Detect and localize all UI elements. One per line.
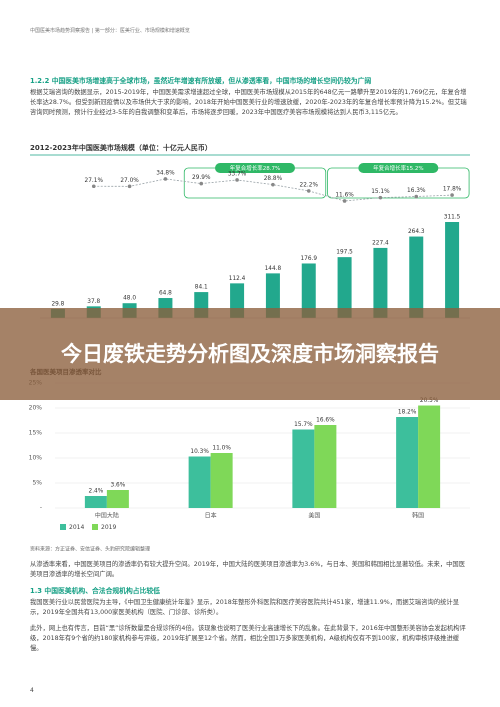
bar-label: 311.5: [444, 215, 461, 221]
legend-label: 2014: [69, 524, 84, 531]
x-tick-label: 中国大陆: [95, 512, 119, 520]
bar-label: 112.4: [229, 276, 246, 282]
section-heading: 1.2.2 中国医美市场增速高于全球市场，虽然近年增速有所放缓，但从渗透率看，中…: [30, 77, 372, 85]
bar-label: 144.8: [265, 266, 282, 272]
annotation-text: 年复合增长率28.7%: [230, 164, 280, 172]
bar: [188, 456, 211, 508]
annotation-tab: [358, 163, 439, 173]
bar-label: 29.8: [51, 301, 64, 307]
bar-label: 20.5%: [420, 398, 439, 404]
bar-label: 48.0: [123, 296, 136, 302]
bar-label: 197.5: [336, 250, 353, 256]
banner-title: 今日废铁走势分析图及深度市场洞察报告: [61, 342, 439, 366]
bar: [84, 496, 107, 508]
bar: [265, 273, 280, 318]
x-tick-label: 美国: [308, 512, 320, 520]
growth-label: 15.1%: [371, 189, 390, 195]
y-tick-label: 20%: [29, 405, 43, 412]
bar-label: 227.4: [372, 240, 389, 246]
growth-label: 28.8%: [264, 176, 283, 182]
source-note: 资料来源：方正证券、安信证券、头豹研究院编辑整理: [30, 546, 150, 553]
bar-label: 37.8: [87, 299, 100, 305]
bar: [210, 453, 233, 508]
bar: [292, 429, 315, 508]
bar: [373, 247, 388, 318]
bar-label: 10.3%: [190, 449, 209, 455]
growth-point: [91, 184, 96, 189]
growth-label: 29.9%: [192, 175, 211, 181]
x-tick-label: 韩国: [412, 512, 424, 520]
legend-swatch: [92, 524, 98, 530]
paragraph: 我国医美行业以民营医院为主导，《中国卫生健康统计年鉴》显示，2018年整形外科医…: [30, 599, 460, 616]
x-tick-label: 日本: [205, 512, 217, 520]
growth-point: [450, 193, 454, 197]
page-number: 4: [30, 687, 34, 694]
bar-label: 264.3: [408, 229, 425, 235]
bar: [337, 257, 352, 318]
annotation-tab: [215, 163, 295, 173]
paragraph: 此外，网上也有传言，目前“黑”诊所数量是合规诊所的4倍。该现象也说明了医美行业高…: [30, 625, 466, 652]
bar-label: 16.6%: [316, 418, 335, 424]
y-tick-label: -: [40, 505, 42, 512]
growth-line: [93, 178, 453, 202]
banner: 今日废铁走势分析图及深度市场洞察报告: [0, 308, 500, 400]
growth-label: 17.8%: [443, 187, 462, 193]
annotation-text: 年复合增长率15.2%: [373, 164, 423, 172]
growth-point: [342, 199, 347, 203]
bar-label: 18.2%: [398, 410, 417, 416]
bar-label: 3.6%: [111, 483, 126, 489]
section-heading: 1.3 中国医美机构、合法合规机构占比较低: [30, 587, 160, 595]
growth-label: 11.6%: [335, 192, 354, 198]
legend-label: 2019: [101, 524, 116, 531]
bar-label: 176.9: [300, 256, 317, 262]
growth-point: [163, 177, 168, 181]
bar: [409, 236, 424, 318]
bar: [106, 490, 129, 508]
growth-point: [378, 195, 383, 200]
bar: [445, 222, 460, 318]
growth-label: 22.2%: [300, 182, 319, 188]
growth-point: [271, 182, 275, 187]
growth-label: 16.3%: [407, 188, 426, 194]
growth-point: [414, 194, 419, 199]
y-tick-label: 15%: [29, 430, 43, 437]
y-tick-label: 10%: [29, 455, 43, 462]
bar-label: 15.7%: [294, 422, 313, 428]
growth-label: 33.7%: [228, 171, 247, 177]
growth-label: 27.1%: [85, 178, 104, 184]
bar: [418, 405, 441, 508]
running-header: 中国医美市场趋势洞察报告 | 第一部分：医美行业、市场规模和增速概览: [30, 28, 190, 34]
market-size-chart: 2012-2023年中国医美市场规模（单位：十亿元人民币） 年复合增长率28.7%…: [30, 143, 470, 319]
bar-label: 11.0%: [212, 446, 231, 452]
y-tick-label: 5%: [32, 480, 42, 487]
paragraph: 从渗透率来看，中国医美项目的渗透率仍有较大提升空间。2019年，中国大陆的医美项…: [30, 561, 466, 578]
legend-swatch: [60, 524, 66, 530]
bar-label: 2.4%: [89, 489, 104, 495]
growth-label: 34.8%: [156, 170, 175, 176]
bar: [396, 417, 419, 508]
chart-title: 2012-2023年中国医美市场规模（单位：十亿元人民币）: [30, 143, 212, 152]
paragraph: 根据艾瑞咨询的数据显示，2015-2019年，中国医美需求增速超过全球，中国医美…: [30, 89, 467, 116]
bar: [301, 263, 316, 318]
growth-label: 27.0%: [120, 178, 139, 184]
bar: [314, 425, 337, 508]
growth-point: [199, 181, 204, 186]
growth-point: [127, 184, 132, 189]
bar-label: 64.8: [159, 291, 172, 297]
bar-label: 84.1: [195, 285, 208, 291]
growth-point: [306, 189, 311, 193]
growth-point: [235, 178, 239, 182]
